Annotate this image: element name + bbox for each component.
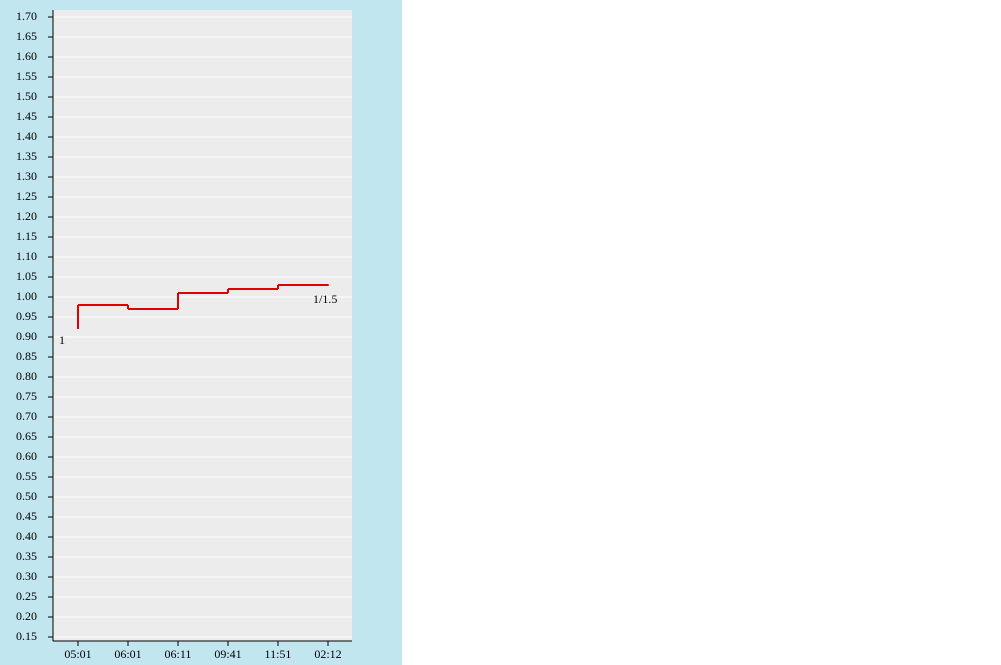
y-tick-label: 1.60 [16,49,37,63]
y-tick-label: 1.00 [16,289,37,303]
y-tick-label: 0.60 [16,449,37,463]
y-tick-label: 0.15 [16,629,37,643]
x-tick-label: 02:12 [314,647,341,661]
x-tick-label: 05:01 [64,647,91,661]
y-tick-label: 0.30 [16,569,37,583]
x-tick-label: 09:41 [214,647,241,661]
y-tick-label: 1.35 [16,149,37,163]
y-tick-label: 1.30 [16,169,37,183]
y-tick-label: 1.10 [16,249,37,263]
x-tick-label: 11:51 [265,647,292,661]
y-tick-label: 1.50 [16,89,37,103]
x-tick-label: 06:01 [114,647,141,661]
y-tick-label: 1.65 [16,29,37,43]
y-tick-label: 0.70 [16,409,37,423]
y-tick-label: 1.20 [16,209,37,223]
y-tick-label: 1.70 [16,9,37,23]
y-tick-label: 0.80 [16,369,37,383]
y-tick-label: 1.40 [16,129,37,143]
y-tick-label: 0.35 [16,549,37,563]
y-tick-label: 0.45 [16,509,37,523]
annotation: 1 [59,333,65,347]
y-tick-label: 0.85 [16,349,37,363]
chart-panel: 1 1/1.5 0.15 0.20 0.25 0.30 0.35 0.40 0.45 0.50… [0,0,402,665]
plot-area [53,10,352,641]
y-tick-label: 1.55 [16,69,37,83]
y-tick-label: 0.95 [16,309,37,323]
y-tick-label: 0.20 [16,609,37,623]
y-tick-label: 0.40 [16,529,37,543]
y-tick-label: 0.50 [16,489,37,503]
y-tick-label: 1.05 [16,269,37,283]
y-tick-label: 0.75 [16,389,37,403]
y-tick-label: 0.90 [16,329,37,343]
chart: 1 1/1.5 0.15 0.20 0.25 0.30 0.35 0.40 0.45 0.50… [16,9,352,661]
y-tick-label: 0.65 [16,429,37,443]
y-tick-label: 1.25 [16,189,37,203]
step-end [327,284,329,286]
x-tick-label: 06:11 [165,647,192,661]
y-tick-label: 0.55 [16,469,37,483]
y-tick-label: 0.25 [16,589,37,603]
y-tick-label: 1.15 [16,229,37,243]
annotation: 1/1.5 [313,292,337,306]
y-tick-label: 1.45 [16,109,37,123]
